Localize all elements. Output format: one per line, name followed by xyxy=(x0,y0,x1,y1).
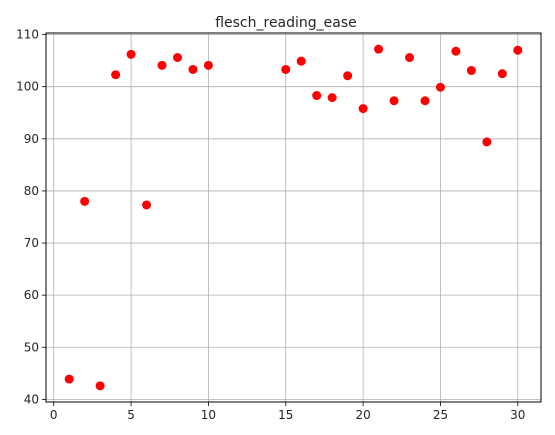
data-point xyxy=(281,64,291,74)
data-point xyxy=(374,44,384,54)
y-tick-label: 100 xyxy=(16,80,39,94)
data-point xyxy=(157,60,167,70)
data-points xyxy=(64,44,523,391)
data-point xyxy=(451,46,461,56)
axis-ticks: 0 5 10 15 20 25 30 40 50 60 70 80 90 100 110 xyxy=(16,28,525,422)
y-tick-label: 90 xyxy=(24,132,39,146)
y-tick-label: 80 xyxy=(24,184,39,198)
data-point xyxy=(188,64,198,74)
data-point xyxy=(435,82,445,92)
data-point xyxy=(111,70,121,80)
y-tick-label: 70 xyxy=(24,236,39,250)
x-tick-label: 15 xyxy=(278,408,293,422)
data-point xyxy=(312,91,322,101)
data-point xyxy=(172,52,182,62)
data-point xyxy=(142,200,152,210)
plot-frame xyxy=(45,32,542,403)
data-point xyxy=(327,93,337,103)
data-point xyxy=(420,96,430,106)
data-point xyxy=(126,49,136,59)
data-point xyxy=(466,66,476,76)
data-point xyxy=(389,96,399,106)
x-tick-label: 10 xyxy=(201,408,216,422)
x-tick-label: 25 xyxy=(433,408,448,422)
data-point xyxy=(405,52,415,62)
grid-lines xyxy=(46,33,541,402)
data-point xyxy=(203,60,213,70)
data-point xyxy=(296,56,306,66)
x-tick-label: 30 xyxy=(510,408,525,422)
y-tick-label: 40 xyxy=(24,392,39,406)
x-tick-label: 5 xyxy=(127,408,135,422)
x-tick-label: 20 xyxy=(355,408,370,422)
data-point xyxy=(95,381,105,391)
data-point xyxy=(482,137,492,147)
chart-title: flesch_reading_ease xyxy=(215,15,357,31)
x-tick-label: 0 xyxy=(50,408,58,422)
data-point xyxy=(497,69,507,79)
data-point xyxy=(343,71,353,81)
data-point xyxy=(513,45,523,55)
data-point xyxy=(64,374,74,384)
data-point xyxy=(80,196,90,206)
data-point xyxy=(358,104,368,114)
y-tick-label: 50 xyxy=(24,340,39,354)
y-tick-label: 110 xyxy=(16,28,39,42)
y-tick-label: 60 xyxy=(24,288,39,302)
